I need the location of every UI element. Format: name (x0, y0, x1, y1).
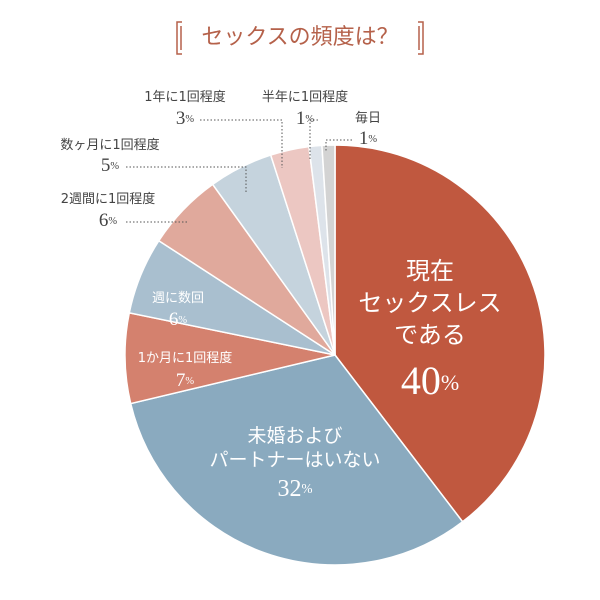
category-label: 週に数回 (152, 291, 204, 306)
value-label: 40% (401, 358, 459, 403)
value-label: 7% (176, 370, 195, 391)
category-label: 現在セックスレスである (358, 257, 501, 349)
leader-line (200, 119, 283, 168)
category-label: 未婚およびパートナーはいない (209, 425, 380, 471)
pie-slice (334, 144, 546, 523)
value-label: 1% (296, 108, 315, 129)
leader-line (126, 166, 247, 192)
value-label: 3% (176, 108, 195, 129)
pie-slice (129, 354, 464, 566)
value-label: 5% (101, 155, 120, 176)
category-label: 毎日 (355, 110, 381, 126)
value-label: 6% (169, 309, 188, 330)
value-label: 32% (278, 476, 313, 502)
category-label: 数ヶ月に1回程度 (60, 137, 159, 153)
category-label: 半年に1回程度 (262, 89, 348, 105)
title-brackets (176, 21, 424, 55)
value-label: 6% (99, 210, 118, 231)
pie-slice (321, 144, 336, 356)
leader-line (309, 119, 318, 160)
value-label: 1% (359, 128, 378, 149)
category-label: 1か月に1回程度 (138, 350, 233, 366)
chart-title: セックスの頻度は？ (201, 25, 398, 50)
category-label: 1年に1回程度 (144, 89, 226, 105)
leader-line (325, 139, 352, 152)
category-label: 2週間に1回程度 (61, 191, 156, 207)
